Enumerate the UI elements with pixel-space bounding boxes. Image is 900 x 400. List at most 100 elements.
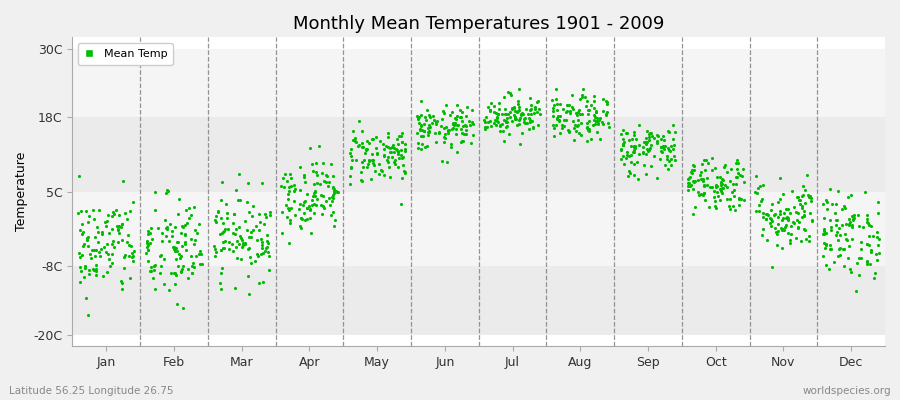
Point xyxy=(241,291,256,298)
Point xyxy=(310,180,325,186)
Point xyxy=(187,241,202,247)
Point xyxy=(182,205,196,211)
Point xyxy=(395,154,410,161)
Point xyxy=(245,213,259,220)
Point xyxy=(511,101,526,107)
Point xyxy=(508,108,522,115)
Point xyxy=(525,118,539,124)
Point xyxy=(580,125,594,131)
Point xyxy=(713,196,727,203)
Point xyxy=(387,157,401,163)
Point xyxy=(841,255,855,262)
Point xyxy=(122,242,137,248)
Point xyxy=(639,171,653,178)
Point xyxy=(284,182,298,189)
Point xyxy=(482,107,497,114)
Point xyxy=(619,130,634,136)
Point xyxy=(566,118,580,124)
Point xyxy=(283,217,297,224)
Point xyxy=(637,162,652,168)
Point xyxy=(593,136,608,142)
Point xyxy=(392,155,406,161)
Point xyxy=(762,220,777,226)
Point xyxy=(688,204,702,210)
Point xyxy=(829,222,843,228)
Point xyxy=(153,253,167,259)
Point xyxy=(82,270,96,277)
Point xyxy=(434,123,448,129)
Point xyxy=(178,238,193,245)
Point xyxy=(414,133,428,139)
Point xyxy=(683,174,698,180)
Point xyxy=(680,183,695,190)
Point xyxy=(159,187,174,193)
Point xyxy=(155,238,169,244)
Point xyxy=(770,242,785,248)
Point xyxy=(599,98,614,104)
Point xyxy=(565,106,580,112)
Point xyxy=(523,107,537,114)
Point xyxy=(152,270,166,276)
Point xyxy=(491,111,505,117)
Point xyxy=(750,190,764,196)
Point xyxy=(752,183,767,190)
Point xyxy=(804,195,818,202)
Point xyxy=(685,170,699,176)
Point xyxy=(122,207,137,214)
Point xyxy=(361,161,375,167)
Point xyxy=(482,108,497,114)
Point xyxy=(274,230,289,236)
Point xyxy=(477,117,491,123)
Point xyxy=(252,210,266,217)
Point xyxy=(780,214,795,221)
Point xyxy=(713,185,727,192)
Point xyxy=(616,142,630,148)
Point xyxy=(763,207,778,214)
Point xyxy=(787,220,801,226)
Point xyxy=(682,175,697,181)
Point xyxy=(329,188,344,195)
Point xyxy=(446,122,461,129)
Point xyxy=(234,256,248,263)
Point xyxy=(140,250,154,256)
Point xyxy=(249,223,264,230)
Point xyxy=(628,144,643,151)
Point xyxy=(823,242,837,248)
Point xyxy=(481,119,495,126)
Point xyxy=(248,258,262,265)
Point xyxy=(126,252,140,259)
Point xyxy=(317,178,331,185)
Point xyxy=(310,196,324,202)
Point xyxy=(250,253,265,260)
Point xyxy=(830,229,844,236)
Point xyxy=(554,101,568,107)
Point xyxy=(692,172,706,179)
Point xyxy=(298,198,312,204)
Point xyxy=(508,114,522,120)
Point xyxy=(596,96,610,103)
Point xyxy=(158,190,173,196)
Point xyxy=(453,106,467,113)
Point xyxy=(488,117,502,123)
Point xyxy=(254,236,268,242)
Point xyxy=(520,110,535,117)
Point xyxy=(394,152,409,158)
Point xyxy=(141,242,156,248)
Point xyxy=(143,240,157,247)
Point xyxy=(215,245,230,252)
Point xyxy=(370,150,384,157)
Point xyxy=(559,117,573,123)
Point xyxy=(580,110,595,117)
Point xyxy=(436,108,451,114)
Point xyxy=(435,116,449,122)
Point xyxy=(680,180,695,187)
Point xyxy=(635,144,650,150)
Point xyxy=(590,118,605,124)
Point xyxy=(218,237,232,244)
Point xyxy=(436,138,451,145)
Point xyxy=(640,139,654,145)
Point xyxy=(438,102,453,108)
Point xyxy=(283,207,297,214)
Point xyxy=(500,89,515,96)
Point xyxy=(734,173,749,179)
